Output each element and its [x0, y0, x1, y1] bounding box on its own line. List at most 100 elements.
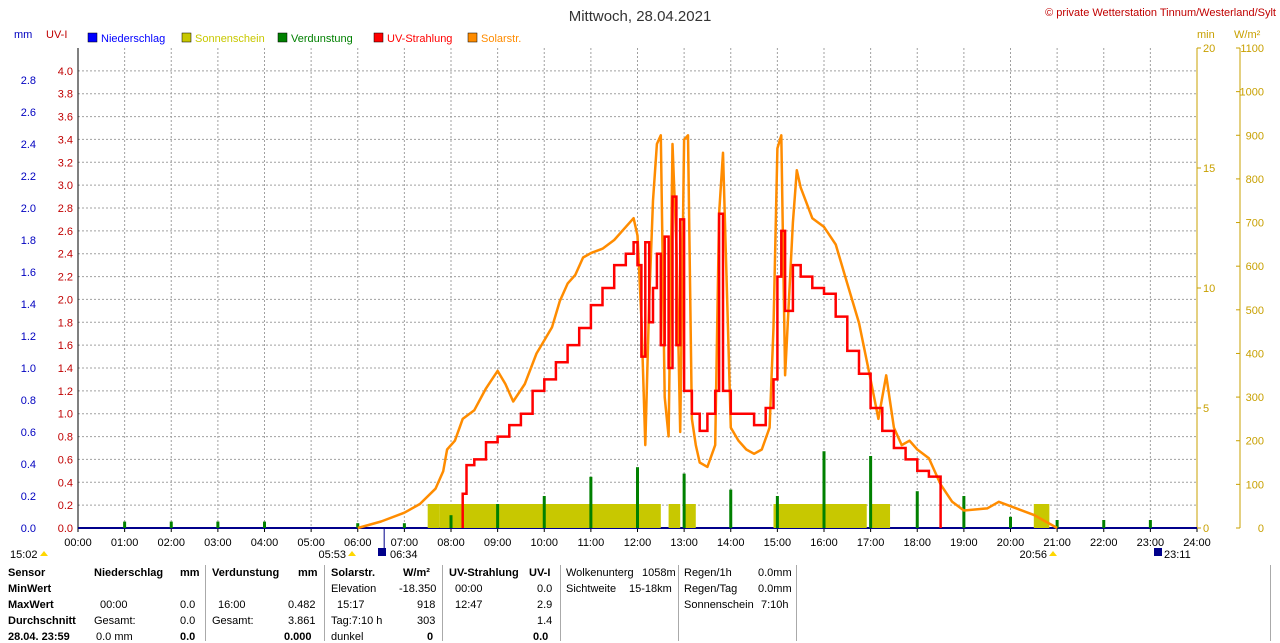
- wm2-tick-label: 700: [1246, 218, 1264, 230]
- stats-separator: [678, 565, 679, 641]
- wm2-tick-label: 800: [1246, 174, 1264, 186]
- solar-last-bold: 0: [427, 631, 434, 643]
- x-tick-label: 18:00: [903, 537, 931, 549]
- mm-tick-label: 0.0: [21, 523, 36, 535]
- unit-uv-label: UV-I: [46, 29, 67, 41]
- sunshine-bar: [439, 504, 661, 528]
- legend-swatch: [181, 32, 192, 43]
- marker-left-time: 15:02: [10, 549, 38, 561]
- unit-wm2-label: W/m²: [1234, 29, 1261, 41]
- uv-last-bold: 0.0: [533, 631, 549, 643]
- sunshine-bar: [427, 504, 440, 528]
- niederschlag-max-time: 00:00: [100, 599, 128, 611]
- uv-avg-val: 1.4: [537, 615, 553, 627]
- uv-max-time: 12:47: [455, 599, 483, 611]
- solar-dunkel-label: dunkel: [331, 631, 364, 643]
- sunshine-bar: [684, 504, 696, 528]
- x-tick-label: 01:00: [111, 537, 139, 549]
- regen-1h-label: Regen/1h: [684, 567, 732, 579]
- min-tick-label: 10: [1203, 283, 1215, 295]
- mm-tick-label: 2.8: [21, 75, 36, 87]
- sichtweite-label: Sichtweite: [566, 583, 617, 595]
- x-tick-label: 13:00: [670, 537, 698, 549]
- x-tick-label: 20:00: [997, 537, 1025, 549]
- verdunstung-unit: mm: [298, 567, 318, 579]
- uv-line: [461, 195, 942, 528]
- min-tick-label: 20: [1203, 43, 1215, 55]
- uv-tick-label: 2.6: [58, 226, 73, 238]
- min-tick-label: 5: [1203, 403, 1209, 415]
- legend-label: Sonnenschein: [195, 33, 265, 45]
- mm-tick-label: 2.6: [21, 107, 36, 119]
- verdunstung-last-bold: 0.000: [284, 631, 312, 643]
- chart-title: Mittwoch, 28.04.2021: [569, 8, 712, 25]
- uv-tick-label: 1.2: [58, 386, 73, 398]
- unit-min-label: min: [1197, 29, 1215, 41]
- statistics-panel: Sensor MinWert MaxWert Durchschnitt 28.0…: [0, 563, 1280, 643]
- uv-tick-label: 1.0: [58, 409, 73, 421]
- mm-tick-label: 0.8: [21, 395, 36, 407]
- sunshine-bar: [773, 504, 867, 528]
- uv-tick-label: 3.6: [58, 112, 73, 124]
- credit-text: © private Wetterstation Tinnum/Westerlan…: [1045, 7, 1276, 19]
- verdunstung-max-time: 16:00: [218, 599, 246, 611]
- stats-separator: [560, 565, 561, 641]
- mm-tick-label: 1.6: [21, 267, 36, 279]
- uv-tick-label: 0.8: [58, 432, 73, 444]
- x-tick-label: 14:00: [717, 537, 745, 549]
- uv-tick-label: 0.0: [58, 523, 73, 535]
- stats-separator: [796, 565, 797, 641]
- marker-sunrise-civil: 05:53: [318, 549, 346, 561]
- unit-mm-label: mm: [14, 29, 32, 41]
- sunrise-icon: [378, 548, 386, 556]
- grid: [78, 48, 1197, 528]
- stats-solar: Solarstr. W/m² Elevation -18.350 15:17 9…: [331, 563, 437, 643]
- solar-series: [357, 134, 1058, 530]
- sunshine-bar: [668, 504, 681, 528]
- x-tick-label: 10:00: [530, 537, 558, 549]
- x-tick-label: 23:00: [1137, 537, 1165, 549]
- mm-tick-label: 0.6: [21, 427, 36, 439]
- stats-separator: [205, 565, 206, 641]
- sun-icon: [348, 551, 356, 556]
- stats-label-max: MaxWert: [8, 599, 54, 611]
- sonnenschein-val: 7:10h: [761, 599, 789, 611]
- mm-tick-label: 0.4: [21, 459, 36, 471]
- x-tick-label: 00:00: [64, 537, 92, 549]
- marker-moon: 23:11: [1164, 549, 1191, 561]
- stats-row-labels: Sensor MinWert MaxWert Durchschnitt 28.0…: [8, 563, 88, 643]
- regen-tag-label: Regen/Tag: [684, 583, 738, 595]
- uv-tick-label: 2.8: [58, 203, 73, 215]
- solar-max-time: 15:17: [337, 599, 365, 611]
- legend-label: UV-Strahlung: [387, 33, 452, 45]
- x-tick-label: 11:00: [578, 537, 605, 549]
- mm-tick-label: 1.0: [21, 363, 36, 375]
- mm-tick-label: 1.8: [21, 235, 36, 247]
- uv-tick-label: 1.8: [58, 317, 73, 329]
- legend-swatch: [87, 32, 98, 43]
- sonnenschein-label: Sonnenschein: [684, 599, 754, 611]
- uv-tick-label: 2.2: [58, 272, 73, 284]
- wolken-label: Wolkenunterg: [566, 567, 634, 579]
- wm2-tick-label: 1100: [1240, 43, 1264, 55]
- legend-swatch: [277, 32, 288, 43]
- sun-icon: [1049, 551, 1057, 556]
- x-tick-label: 21:00: [1043, 537, 1071, 549]
- verdunstung-gesamt-val: 3.861: [288, 615, 316, 627]
- niederschlag-last-val: 0.0 mm: [96, 631, 133, 643]
- sun-icon: [40, 551, 48, 556]
- stats-label-min: MinWert: [8, 583, 52, 595]
- legend-label: Verdunstung: [291, 33, 353, 45]
- x-tick-label: 06:00: [344, 537, 372, 549]
- uv-min-time: 00:00: [455, 583, 483, 595]
- x-tick-label: 07:00: [391, 537, 419, 549]
- uv-tick-label: 0.4: [58, 477, 73, 489]
- uv-tick-label: 1.4: [58, 363, 73, 375]
- stats-verdunstung: Verdunstung mm 16:00 0.482 Gesamt: 3.861…: [212, 563, 320, 643]
- stats-label-last: 28.04. 23:59: [8, 631, 70, 643]
- solar-unit: W/m²: [403, 567, 430, 579]
- stats-separator: [324, 565, 325, 641]
- stats-separator: [442, 565, 443, 641]
- regen-1h-val: 0.0mm: [758, 567, 792, 579]
- stats-wolken: Wolkenunterg 1058m Sichtweite 15-18km: [566, 563, 676, 641]
